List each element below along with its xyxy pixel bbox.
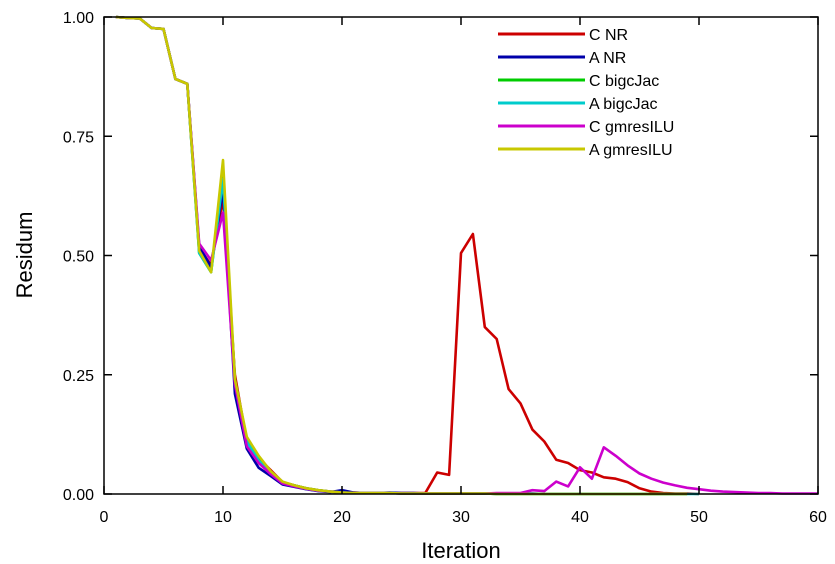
x-tick-label: 30 bbox=[452, 509, 470, 526]
legend-label: A bigcJac bbox=[589, 96, 657, 113]
x-tick-label: 20 bbox=[333, 509, 351, 526]
y-tick-label: 0.75 bbox=[63, 129, 94, 146]
y-axis: 0.00 0.25 0.50 0.75 1.00 bbox=[63, 10, 818, 504]
x-axis-title: Iteration bbox=[421, 538, 501, 563]
x-tick-label: 0 bbox=[100, 509, 109, 526]
x-tick-label: 40 bbox=[571, 509, 589, 526]
legend-label: C gmresILU bbox=[589, 119, 674, 136]
legend-label: C bigcJac bbox=[589, 73, 659, 90]
legend-label: C NR bbox=[589, 27, 628, 44]
y-tick-label: 0.25 bbox=[63, 368, 94, 385]
x-tick-label: 60 bbox=[809, 509, 827, 526]
y-tick-label: 1.00 bbox=[63, 10, 94, 27]
legend-label: A gmresILU bbox=[589, 142, 673, 159]
x-tick-label: 10 bbox=[214, 509, 232, 526]
series-layer bbox=[115, 15, 818, 496]
legend: C NR A NR C bigcJac A bigcJac C gmresILU A gm… bbox=[498, 27, 674, 159]
x-tick-label: 50 bbox=[690, 509, 708, 526]
x-axis: 0 10 20 30 40 50 60 bbox=[100, 17, 827, 526]
y-tick-label: 0.00 bbox=[63, 487, 94, 504]
series-line-4 bbox=[115, 15, 818, 495]
legend-label: A NR bbox=[589, 50, 626, 67]
y-axis-title: Residum bbox=[12, 212, 37, 299]
y-tick-label: 0.50 bbox=[63, 249, 94, 266]
